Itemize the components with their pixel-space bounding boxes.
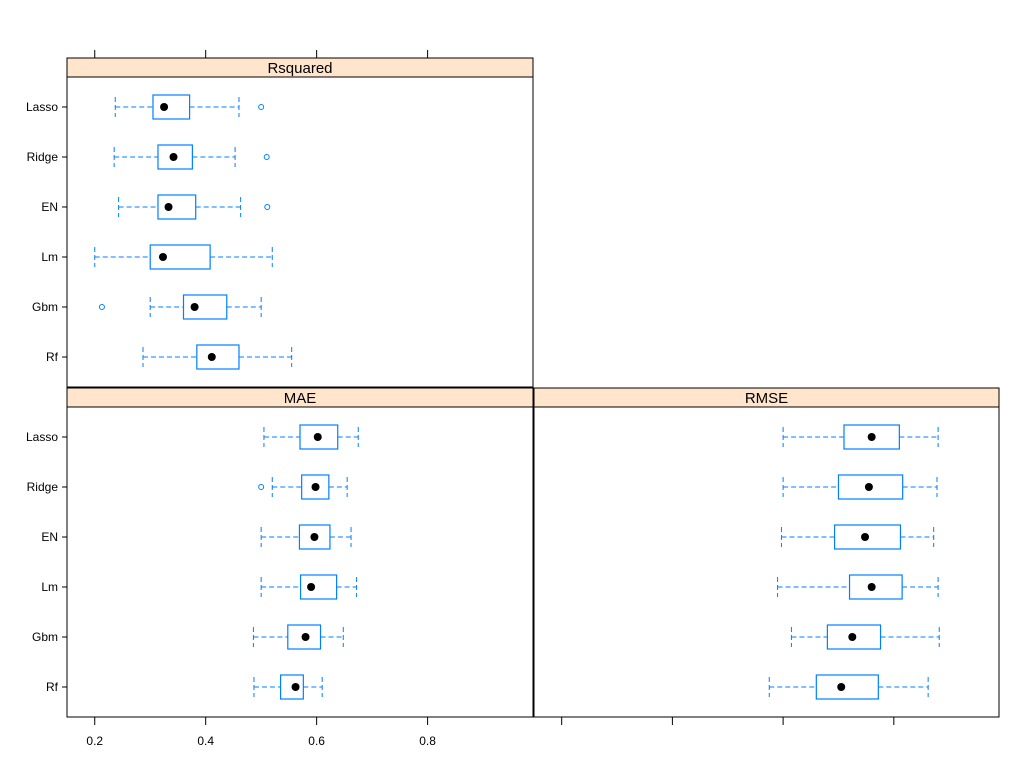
y-tick-label-ridge: Ridge (27, 480, 59, 494)
box-mae-lasso (299, 424, 339, 450)
x-tick-label-mae: 0.8 (419, 734, 436, 748)
y-tick-label-ridge: Ridge (27, 150, 59, 164)
outlier-rsquared-en (264, 204, 271, 210)
median-dot-rmse-rf (837, 683, 846, 691)
box-rsquared-ridge (157, 144, 193, 170)
median-dot-rsquared-rf (207, 353, 216, 361)
y-tick-label-gbm: Gbm (32, 300, 58, 314)
box-mae-gbm (287, 624, 322, 650)
y-tick-label-lasso: Lasso (26, 430, 58, 444)
median-dot-mae-en (310, 533, 319, 541)
panel-strip-label-rmse: RMSE (745, 390, 788, 407)
x-tick-label-mae: 0.4 (197, 734, 214, 748)
median-dot-rsquared-gbm (190, 303, 199, 311)
panel-strip-label-rsquared: Rsquared (267, 60, 332, 77)
y-tick-label-lasso: Lasso (26, 100, 58, 114)
box-rsquared-lm (149, 244, 211, 270)
y-tick-label-rf: Rf (46, 680, 59, 694)
x-tick-label-mae: 0.6 (308, 734, 325, 748)
y-tick-label-rf: Rf (46, 350, 59, 364)
median-dot-rmse-gbm (848, 633, 857, 641)
box-rmse-gbm (826, 624, 882, 650)
box-rmse-rf (815, 674, 879, 700)
median-dot-rmse-ridge (864, 483, 873, 491)
y-tick-label-lm: Lm (41, 580, 58, 594)
outlier-rsquared-gbm (98, 304, 105, 310)
median-dot-rmse-lm (867, 583, 876, 591)
box-rmse-lm (848, 574, 903, 600)
box-mae-ridge (301, 474, 330, 500)
median-dot-mae-gbm (301, 633, 310, 641)
y-tick-label-gbm: Gbm (32, 630, 58, 644)
median-dot-mae-ridge (311, 483, 320, 491)
box-rmse-ridge (837, 474, 904, 500)
median-dot-rsquared-en (164, 203, 173, 211)
box-rmse-en (833, 524, 902, 550)
box-rsquared-en (157, 194, 197, 220)
median-dot-rsquared-lm (158, 253, 167, 261)
box-mae-en (298, 524, 331, 550)
panel-strip-label-mae: MAE (284, 390, 317, 407)
box-rsquared-gbm (182, 294, 228, 320)
median-dot-rmse-lasso (867, 433, 876, 441)
outlier-mae-ridge (258, 484, 265, 490)
median-dot-mae-lasso (313, 433, 322, 441)
median-dot-rsquared-lasso (160, 103, 169, 111)
y-tick-label-en: EN (41, 200, 58, 214)
median-dot-mae-lm (307, 583, 316, 591)
box-rsquared-lasso (152, 94, 191, 120)
box-mae-rf (279, 674, 304, 700)
median-dot-rsquared-ridge (169, 153, 178, 161)
median-dot-mae-rf (291, 683, 300, 691)
box-rsquared-rf (196, 344, 240, 370)
median-dot-rmse-en (861, 533, 870, 541)
y-tick-label-lm: Lm (41, 250, 58, 264)
outlier-rsquared-ridge (263, 154, 270, 160)
box-rmse-lasso (843, 424, 900, 450)
y-tick-label-en: EN (41, 530, 58, 544)
panel-strip-mae (66, 387, 534, 408)
outlier-rsquared-lasso (258, 104, 265, 110)
panel-frame-rsquared (66, 57, 534, 388)
chart-layer: Rsquared Lasso Ridge EN Lm Gbm Rf MAE 0.2 0.4 0.6 0… (26, 50, 1000, 748)
panel-strip-rmse (533, 387, 1000, 408)
panel-strip-rsquared (66, 57, 534, 78)
x-tick-label-mae: 0.2 (86, 734, 103, 748)
box-mae-lm (299, 574, 338, 600)
panel-frame-rmse (533, 387, 1000, 718)
